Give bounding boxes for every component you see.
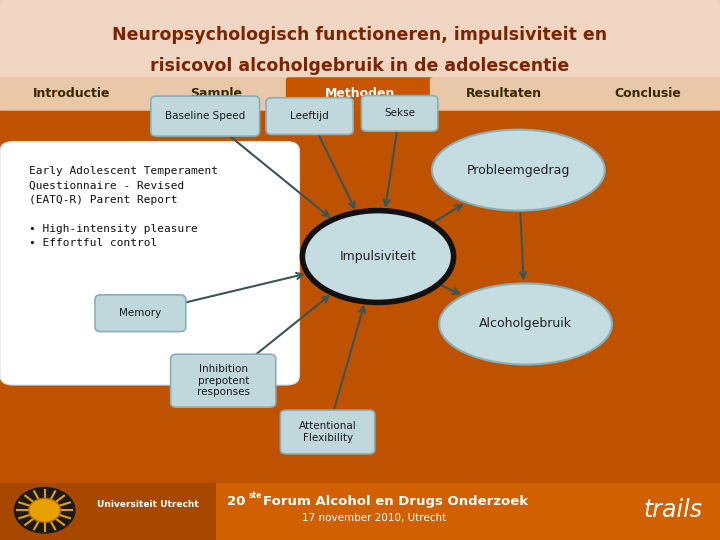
Text: Memory: Memory bbox=[120, 308, 161, 318]
FancyBboxPatch shape bbox=[0, 77, 146, 111]
FancyBboxPatch shape bbox=[281, 410, 374, 454]
FancyBboxPatch shape bbox=[266, 98, 353, 134]
FancyBboxPatch shape bbox=[574, 77, 720, 111]
FancyBboxPatch shape bbox=[361, 96, 438, 131]
Text: Alcoholgebruik: Alcoholgebruik bbox=[479, 318, 572, 330]
Text: Inhibition
prepotent
responses: Inhibition prepotent responses bbox=[197, 364, 250, 397]
Text: Methoden: Methoden bbox=[325, 87, 395, 100]
Text: trails: trails bbox=[644, 498, 703, 522]
Text: Universiteit Utrecht: Universiteit Utrecht bbox=[97, 501, 199, 509]
FancyBboxPatch shape bbox=[0, 0, 720, 90]
FancyBboxPatch shape bbox=[286, 77, 434, 111]
Text: Sekse: Sekse bbox=[384, 109, 415, 118]
FancyBboxPatch shape bbox=[171, 354, 276, 407]
Text: Forum Alcohol en Drugs Onderzoek: Forum Alcohol en Drugs Onderzoek bbox=[263, 495, 528, 508]
Text: Neuropsychologisch functioneren, impulsiviteit en: Neuropsychologisch functioneren, impulsi… bbox=[112, 26, 608, 44]
Ellipse shape bbox=[439, 284, 612, 364]
FancyBboxPatch shape bbox=[142, 77, 290, 111]
Ellipse shape bbox=[302, 211, 454, 302]
Text: Conclusie: Conclusie bbox=[615, 87, 681, 100]
Text: ste: ste bbox=[249, 491, 263, 500]
Circle shape bbox=[14, 488, 75, 533]
Circle shape bbox=[29, 498, 60, 522]
FancyBboxPatch shape bbox=[95, 295, 186, 332]
Text: Baseline Speed: Baseline Speed bbox=[165, 111, 246, 121]
Text: risicovol alcoholgebruik in de adolescentie: risicovol alcoholgebruik in de adolescen… bbox=[150, 57, 570, 76]
Text: 20: 20 bbox=[227, 495, 246, 508]
FancyBboxPatch shape bbox=[0, 483, 216, 540]
Text: Introductie: Introductie bbox=[33, 87, 111, 100]
Text: Probleemgedrag: Probleemgedrag bbox=[467, 164, 570, 177]
Text: Resultaten: Resultaten bbox=[466, 87, 542, 100]
Text: Early Adolescent Temperament
Questionnaire - Revised
(EATQ-R) Parent Report

• H: Early Adolescent Temperament Questionnai… bbox=[29, 166, 218, 248]
Text: Leeftijd: Leeftijd bbox=[290, 111, 329, 121]
FancyBboxPatch shape bbox=[0, 141, 300, 385]
Text: Attentional
Flexibility: Attentional Flexibility bbox=[299, 421, 356, 443]
FancyBboxPatch shape bbox=[430, 77, 578, 111]
FancyBboxPatch shape bbox=[0, 483, 720, 540]
Text: 17 november 2010, Utrecht: 17 november 2010, Utrecht bbox=[302, 514, 446, 523]
Ellipse shape bbox=[432, 130, 605, 211]
Text: Sample: Sample bbox=[190, 87, 242, 100]
FancyBboxPatch shape bbox=[150, 96, 260, 136]
Text: Impulsiviteit: Impulsiviteit bbox=[340, 250, 416, 263]
